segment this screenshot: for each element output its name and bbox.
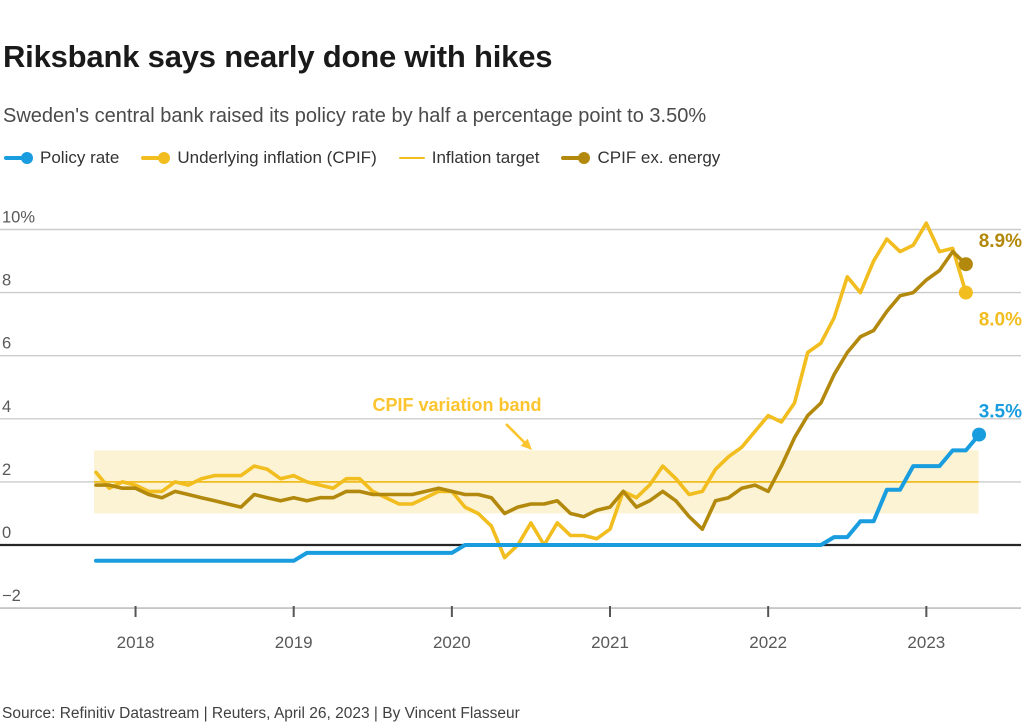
x-axis-label: 2023	[907, 633, 945, 652]
series-underlying-inflation-cpif-line	[94, 221, 968, 560]
page-title: Riksbank says nearly done with hikes	[3, 38, 553, 74]
series-policy-rate-line	[94, 432, 982, 563]
series-underlying-inflation-cpif-end-dot	[958, 285, 973, 300]
legend-label: Underlying inflation (CPIF)	[177, 148, 377, 167]
x-axis-label: 2018	[117, 633, 155, 652]
y-axis-label: 0	[2, 524, 11, 542]
x-axis-label: 2019	[275, 633, 313, 652]
legend-label: Inflation target	[431, 148, 540, 167]
series-policy-rate-end-dot	[972, 427, 987, 442]
y-axis-label: 4	[2, 398, 11, 416]
x-axis-label: 2020	[433, 633, 471, 652]
legend-item-underlying-inflation: Underlying inflation (CPIF)	[141, 148, 377, 168]
legend-label: CPIF ex. energy	[597, 148, 721, 167]
y-axis-label: 10%	[2, 209, 35, 227]
y-axis-label: 8	[2, 272, 11, 290]
y-axis-label: 2	[2, 461, 11, 479]
y-axis-label: 6	[2, 335, 11, 353]
series-cpif-ex-energy-line	[94, 249, 968, 532]
source-line: Source: Refinitiv Datastream | Reuters, …	[2, 704, 520, 722]
cpif-ex-energy-line-dot-icon	[561, 152, 591, 164]
legend-item-cpif-ex-energy: CPIF ex. energy	[561, 148, 720, 168]
y-axis-label: −2	[2, 587, 21, 605]
band-annotation-label: CPIF variation band	[372, 395, 541, 415]
series-cpif-ex-energy-end-dot	[958, 257, 973, 272]
chart-subtitle: Sweden's central bank raised its policy …	[3, 105, 707, 127]
annotation-arrow	[505, 423, 526, 444]
legend-label: Policy rate	[40, 148, 120, 167]
policy-rate-line-dot-icon	[4, 152, 33, 164]
legend-item-inflation-target: Inflation target	[398, 148, 540, 168]
annotation-arrowhead-icon	[520, 438, 532, 450]
cpif-line-dot-icon	[141, 152, 171, 164]
x-axis-label: 2021	[591, 633, 629, 652]
x-axis-label: 2022	[749, 633, 787, 652]
series-policy-rate-end-label: 3.5%	[979, 402, 1022, 423]
series-underlying-inflation-cpif-end-label: 8.0%	[979, 310, 1022, 331]
chart-legend: Policy rate Underlying inflation (CPIF) …	[4, 148, 720, 168]
inflation-target-line-icon	[398, 156, 425, 160]
series-cpif-ex-energy-end-label: 8.9%	[979, 231, 1022, 252]
legend-item-policy-rate: Policy rate	[4, 148, 119, 168]
